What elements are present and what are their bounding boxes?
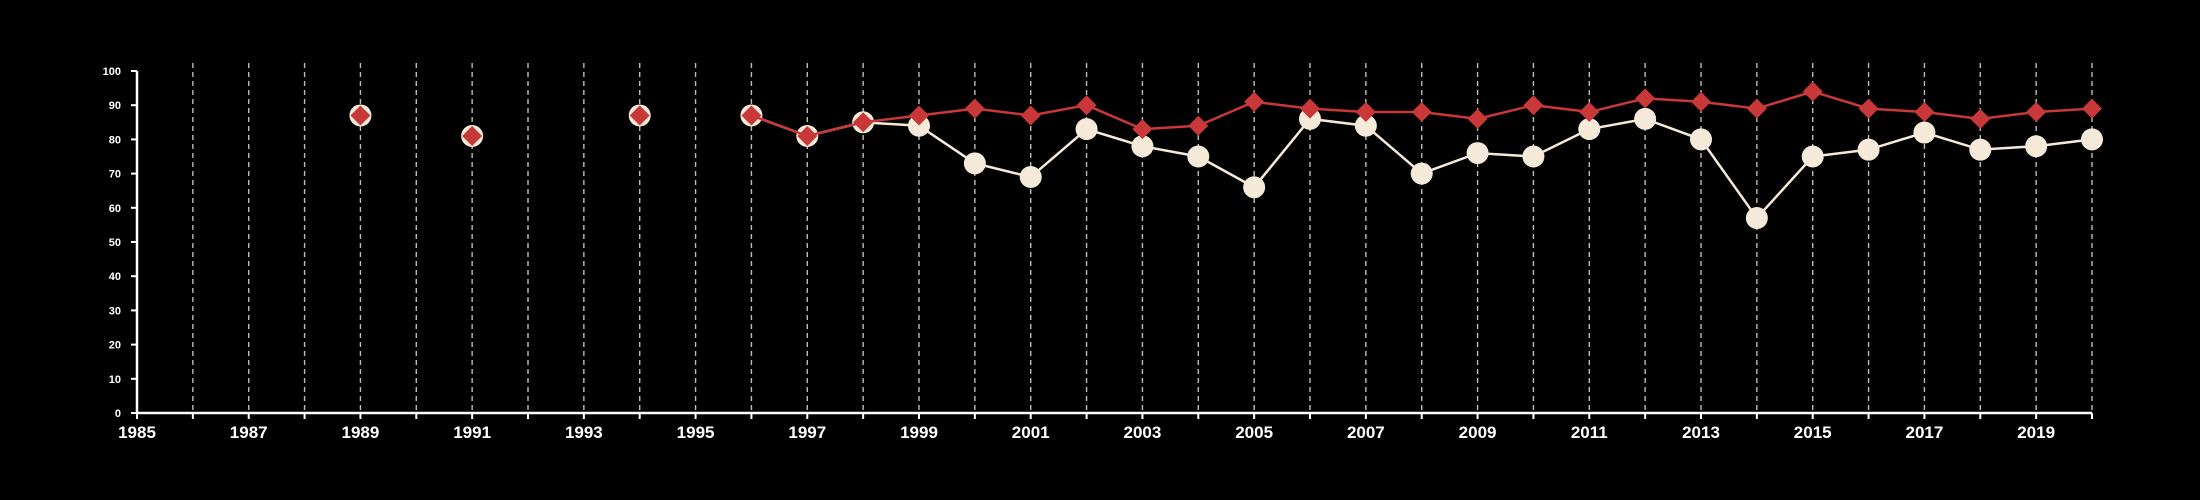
x-tick-label-2013: 2013 [1682, 423, 1720, 442]
series-2-point-2006 [1300, 98, 1320, 119]
series-2-point-2009 [1467, 108, 1488, 129]
series-1-point-2019 [2025, 135, 2048, 158]
x-tick-label-1999: 1999 [900, 423, 938, 442]
series-2-point-2017 [1914, 102, 1935, 123]
y-tick-label-60: 60 [109, 203, 121, 215]
series-2-point-1994 [629, 105, 650, 126]
x-tick-label-2003: 2003 [1124, 423, 1162, 442]
series-2-point-2008 [1411, 102, 1432, 123]
y-tick-label-90: 90 [109, 100, 121, 112]
series-2-point-2002 [1076, 95, 1097, 116]
series-2-point-2010 [1523, 95, 1544, 116]
series-2-point-2000 [964, 98, 985, 119]
series-2-point-2012 [1635, 88, 1656, 109]
series-1-point-2013 [1690, 128, 1712, 151]
series-2-point-1989 [350, 105, 371, 126]
y-tick-label-70: 70 [109, 169, 121, 181]
series-2-point-1999 [909, 105, 929, 126]
series-2-point-2001 [1020, 105, 1041, 126]
series-1-point-2010 [1522, 145, 1545, 168]
series-1-point-2012 [1634, 107, 1657, 130]
series-2-point-2019 [2026, 102, 2047, 123]
x-tick-label-1997: 1997 [788, 423, 826, 442]
series-1-point-2016 [1857, 138, 1880, 161]
series-2-point-1998 [853, 112, 874, 133]
x-tick-label-1985: 1985 [118, 423, 156, 442]
y-tick-label-100: 100 [103, 66, 121, 78]
series-2-point-1996 [741, 105, 762, 126]
series-2-point-2011 [1579, 102, 1600, 123]
series-1-point-2007 [1354, 114, 1377, 137]
y-tick-label-80: 80 [109, 134, 121, 146]
x-tick-label-1987: 1987 [230, 423, 268, 442]
y-tick-label-30: 30 [109, 305, 121, 317]
series-1 [349, 104, 2103, 230]
series-2-point-2014 [1746, 98, 1767, 119]
series-2-point-2004 [1188, 115, 1209, 136]
series-2-point-1997 [797, 125, 818, 146]
series-2-point-2003 [1132, 119, 1153, 140]
series-2-point-2020 [2082, 98, 2102, 119]
x-tick-label-1995: 1995 [677, 423, 715, 442]
series-2-point-2013 [1691, 91, 1711, 112]
x-tick-label-2015: 2015 [1794, 423, 1832, 442]
series-1-point-2000 [963, 152, 986, 175]
series-1-point-2011 [1578, 118, 1601, 141]
x-tick-label-2011: 2011 [1571, 423, 1608, 442]
series [349, 81, 2103, 230]
series-2-point-2005 [1244, 91, 1265, 112]
series-1-point-2017 [1913, 121, 1936, 144]
x-tick-label-2009: 2009 [1459, 423, 1497, 442]
series-2-point-2015 [1802, 81, 1823, 102]
series-1-point-2001 [1019, 166, 1042, 189]
x-tick-label-1989: 1989 [342, 423, 380, 442]
series-1-point-1999 [908, 114, 930, 137]
series-1-point-2018 [1969, 138, 1992, 161]
grid-lines [192, 63, 2093, 413]
series-2 [350, 81, 2102, 146]
series-2-point-2018 [1970, 108, 1991, 129]
series-2-point-1991 [462, 125, 483, 146]
y-tick-label-50: 50 [109, 237, 121, 249]
series-1-point-2003 [1131, 135, 1154, 158]
series-1-point-2008 [1410, 162, 1433, 185]
x-tick-label-1991: 1991 [453, 423, 491, 442]
y-tick-label-10: 10 [109, 374, 121, 386]
series-1-point-2015 [1801, 145, 1824, 168]
series-1-point-2004 [1187, 145, 1210, 168]
series-1-point-2006 [1299, 107, 1321, 130]
x-tick-label-2007: 2007 [1347, 423, 1385, 442]
x-tick-label-2019: 2019 [2017, 423, 2055, 442]
y-tick-label-40: 40 [109, 271, 121, 283]
y-tick-label-20: 20 [109, 340, 121, 352]
series-2-point-2007 [1355, 102, 1376, 123]
series-1-point-2005 [1243, 176, 1266, 199]
x-tick-label-2001: 2001 [1012, 423, 1050, 442]
series-1-point-2020 [2081, 128, 2103, 151]
y-tick-label-0: 0 [115, 408, 121, 420]
series-1-point-2014 [1745, 207, 1768, 230]
axes: 1985 1987 1989 1991 1993 1995 1997 1999 2001 2003… [103, 66, 2093, 442]
x-tick-label-2005: 2005 [1235, 423, 1273, 442]
x-tick-label-2017: 2017 [1906, 423, 1944, 442]
x-tick-label-1993: 1993 [565, 423, 603, 442]
series-2-point-2016 [1858, 98, 1879, 119]
series-1-point-2002 [1075, 118, 1098, 141]
series-1-point-2009 [1466, 142, 1489, 165]
